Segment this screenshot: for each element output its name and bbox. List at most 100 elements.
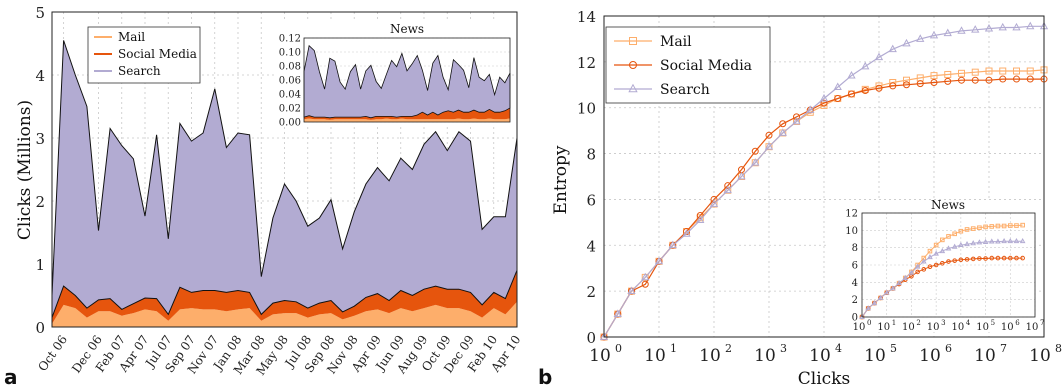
point-search: [861, 61, 870, 70]
panel-b-x-tick-label: 10: [644, 346, 666, 366]
inset-b-y-tick-label: 0: [852, 313, 858, 324]
point-search: [696, 215, 705, 223]
point-social-media: [1013, 75, 1020, 83]
area-social-media: [52, 270, 517, 324]
inset-b-point-mail: [983, 224, 988, 230]
inset-b-point-search: [1007, 237, 1014, 244]
point-search: [764, 142, 774, 150]
point-search: [654, 256, 664, 265]
inset-a-y-tick-label: 0.08: [279, 62, 301, 73]
inset-b-y-tick-label: 8: [852, 243, 858, 254]
panel-b-y-tick-label: 4: [586, 237, 596, 255]
panel-b-x-tick-exponent: 8: [1055, 342, 1062, 355]
panel-b-x-tick-label: 10: [754, 346, 776, 366]
inset-b-y-tick-label: 12: [845, 209, 858, 220]
panel-a-y-tick-label: 5: [35, 4, 45, 22]
point-search: [888, 44, 897, 53]
panel-b-x-tick-label: 10: [974, 346, 996, 366]
inset-b-x-ticks: 10 0 10 1 10 2 10 3 10 4 10 5 10 6 10 7: [853, 319, 1045, 333]
inset-b-point-search: [890, 285, 896, 291]
inset-a-y-tick-label: 0.00: [279, 118, 301, 129]
point-mail: [820, 101, 828, 109]
inset-b-point-social-media: [1001, 255, 1007, 261]
inset-b-x-tick-label: 10: [853, 322, 866, 333]
panel-b-y-ticks: 0 2 4 6 8 10 12 14: [577, 8, 596, 347]
panel-b-legend-marks: [614, 37, 652, 93]
legend-label-mail: Mail: [118, 30, 145, 44]
inset-b-x-tick-label: 10: [951, 322, 964, 333]
inset-b-x-tick-exponent: 6: [1015, 319, 1020, 327]
inset-b-point-social-media: [946, 259, 951, 264]
panel-b-x-tick-exponent: 0: [615, 342, 622, 355]
panel-b-x-ticks: 10 0 10 1 10 2 10 3 10 4 10 5 10 6 10 7 10 8: [589, 342, 1062, 366]
inset-b-x-tick-exponent: 4: [966, 319, 971, 327]
panel-b-x-axis-title: Clicks: [798, 369, 850, 389]
panel-a-legend: Mail Social Media Search: [87, 26, 201, 84]
inset-b-x-tick-label: 10: [976, 322, 989, 333]
point-search: [833, 82, 842, 90]
inset-b-point-mail: [1001, 223, 1007, 229]
point-search: [916, 34, 925, 42]
panel-b-y-tick-label: 10: [577, 100, 596, 118]
inset-b-point-social-media: [1014, 255, 1019, 261]
inset-b-point-mail: [933, 242, 939, 248]
panel-label-b: b: [538, 365, 552, 389]
point-mail: [875, 82, 883, 90]
point-mail: [985, 67, 993, 75]
legend-b-label-mail: Mail: [660, 34, 692, 50]
inset-b-x-tick-exponent: 2: [916, 319, 920, 327]
inset-b-point-social-media: [952, 258, 957, 263]
legend-b-label-search: Search: [660, 82, 710, 98]
point-search: [641, 272, 650, 281]
inset-b-point-mail: [927, 248, 933, 254]
inset-b-point-search: [1013, 237, 1020, 244]
inset-b-point-search: [982, 238, 989, 244]
point-social-media: [944, 77, 952, 85]
inset-b-point-social-media: [915, 269, 920, 275]
point-social-media: [696, 211, 704, 219]
point-search: [874, 52, 884, 61]
point-search: [709, 199, 719, 207]
point-mail: [971, 68, 979, 76]
inset-b-point-mail: [946, 234, 951, 239]
inset-b-x-tick-label: 10: [877, 322, 890, 333]
point-search: [998, 22, 1007, 31]
point-search: [819, 93, 829, 102]
point-social-media: [930, 78, 938, 86]
inset-a-y-tick-label: 0.12: [279, 34, 301, 45]
inset-b-point-search: [964, 241, 970, 247]
panel-b-lines: [599, 21, 1049, 341]
inset-b-point-search: [877, 294, 884, 300]
inset-b-x-tick-exponent: 7: [1040, 319, 1044, 327]
panel-b-x-tick-label: 10: [1029, 346, 1051, 366]
point-search: [957, 26, 966, 34]
inset-a-y-tick-label: 0.10: [279, 48, 301, 59]
inset-b-point-mail: [1007, 223, 1013, 228]
panel-b-x-tick-label: 10: [699, 346, 721, 366]
inset-b-x-tick-label: 10: [902, 322, 915, 333]
panel-a-y-tick-label: 2: [35, 193, 45, 211]
point-search: [847, 70, 856, 79]
legend-b-label-social-media: Social Media: [660, 58, 752, 74]
inset-b-point-mail: [970, 226, 976, 231]
point-social-media: [861, 87, 869, 95]
point-search: [613, 309, 622, 317]
inset-b-x-tick-exponent: 0: [867, 319, 871, 327]
panel-a-y-tick-label: 1: [35, 256, 45, 274]
panel-b-x-tick-exponent: 3: [780, 342, 787, 355]
panel-a-y-tick-label: 0: [35, 319, 45, 337]
panel-b-x-tick-label: 10: [589, 346, 611, 366]
point-search: [778, 128, 787, 136]
inset-b-point-social-media: [995, 255, 1001, 261]
panel-b-x-tick-exponent: 7: [1000, 342, 1007, 355]
inset-b-point-search: [920, 258, 927, 264]
point-search: [1012, 22, 1021, 31]
point-mail: [1026, 67, 1034, 75]
point-social-media: [834, 95, 842, 103]
point-search: [737, 171, 746, 180]
inset-b-point-social-media: [1020, 255, 1025, 261]
panel-b-y-tick-label: 14: [577, 8, 596, 26]
point-search: [599, 332, 609, 340]
